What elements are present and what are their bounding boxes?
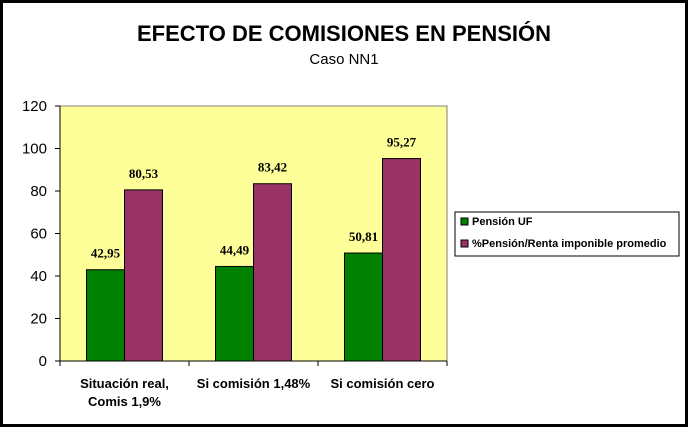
x-category-label-2: Si comisión cero — [330, 376, 434, 391]
bar-pension-uf-0 — [86, 269, 125, 362]
data-label-pension-uf-0: 42,95 — [91, 246, 121, 261]
legend-box — [454, 211, 680, 257]
bar-pension-renta-1 — [253, 183, 292, 362]
y-tick-label-6: 120 — [22, 98, 47, 115]
y-tick-label-2: 40 — [30, 268, 47, 285]
bar-pension-renta-0 — [124, 189, 163, 362]
legend-label-pension-uf: Pensión UF — [472, 216, 533, 228]
chart-subtitle: Caso NN1 — [309, 51, 378, 68]
data-label-pension-renta-2: 95,27 — [387, 135, 417, 150]
data-label-pension-uf-2: 50,81 — [349, 229, 378, 244]
x-category-label-1: Si comisión 1,48% — [197, 376, 311, 391]
y-tick-label-1: 20 — [30, 311, 47, 328]
data-label-pension-uf-1: 44,49 — [220, 242, 250, 257]
bar-pension-uf-1 — [215, 265, 254, 362]
data-label-pension-renta-0: 80,53 — [129, 166, 159, 181]
y-tick-label-3: 60 — [30, 226, 47, 243]
legend-label-pension-renta: %Pensión/Renta imponible promedio — [472, 238, 667, 250]
y-tick-label-5: 100 — [22, 141, 47, 158]
x-category-label-0-line-0: Situación real, — [80, 376, 169, 391]
chart: EFECTO DE COMISIONES EN PENSIÓN Caso NN1… — [22, 21, 680, 409]
y-tick-label-4: 80 — [30, 183, 47, 200]
chart-title: EFECTO DE COMISIONES EN PENSIÓN — [137, 21, 551, 46]
x-category-label-0-line-1: Comis 1,9% — [88, 394, 161, 409]
legend-swatch-pension-uf — [460, 217, 469, 226]
legend-swatch-pension-renta — [460, 239, 469, 248]
data-label-pension-renta-1: 83,42 — [258, 160, 287, 175]
y-tick-label-0: 0 — [39, 353, 47, 370]
bar-pension-renta-2 — [382, 158, 421, 362]
bar-pension-uf-2 — [344, 252, 383, 362]
